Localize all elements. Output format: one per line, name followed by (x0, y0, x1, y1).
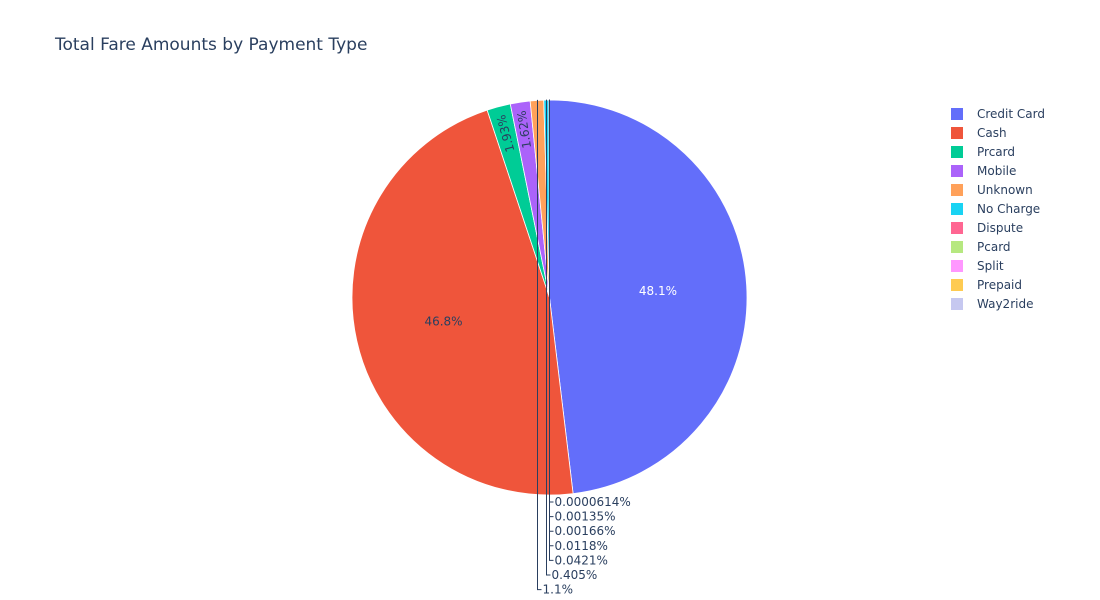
legend-item-split[interactable]: Split (951, 259, 1004, 273)
legend-label: Mobile (977, 164, 1016, 178)
legend-label: Prcard (977, 145, 1015, 159)
leader-line-dispute (549, 99, 554, 561)
legend-label: Cash (977, 126, 1007, 140)
legend-swatch (951, 127, 963, 139)
slice-label-pcard: 0.0118% (555, 539, 608, 553)
legend-swatch (951, 279, 963, 291)
legend-item-prcard[interactable]: Prcard (951, 145, 1015, 159)
legend-label: Pcard (977, 240, 1011, 254)
slice-label-way2ride: 0.0000614% (555, 495, 631, 509)
slice-label-mobile: 1.62% (515, 110, 535, 150)
legend-label: Prepaid (977, 278, 1022, 292)
legend: Credit Card Cash Prcard Mobile Unknown No Cha… (951, 107, 1045, 311)
legend-swatch (951, 184, 963, 196)
legend-swatch (951, 241, 963, 253)
legend-swatch (951, 222, 963, 234)
chart-title: Total Fare Amounts by Payment Type (54, 35, 367, 55)
leader-line-unknown (536, 99, 542, 591)
slice-label-credit-card: 48.1% (639, 284, 677, 298)
legend-item-credit-card[interactable]: Credit Card (951, 107, 1045, 121)
legend-swatch (951, 260, 963, 272)
legend-swatch (951, 165, 963, 177)
slice-cash[interactable] (351, 109, 574, 496)
legend-label: Unknown (977, 183, 1033, 197)
legend-swatch (951, 108, 963, 120)
slice-label-cash: 46.8% (424, 314, 462, 328)
slice-credit-card[interactable] (549, 99, 748, 495)
slice-label-dispute: 0.0421% (555, 553, 608, 567)
leader-line-no-charge (546, 99, 551, 576)
slice-label-split: 0.00166% (555, 524, 616, 538)
legend-label: No Charge (977, 202, 1040, 216)
legend-item-mobile[interactable]: Mobile (951, 164, 1016, 178)
legend-label: Dispute (977, 221, 1023, 235)
legend-swatch (951, 146, 963, 158)
legend-swatch (951, 203, 963, 215)
legend-item-dispute[interactable]: Dispute (951, 221, 1023, 235)
legend-item-unknown[interactable]: Unknown (951, 183, 1033, 197)
slice-label-no-charge: 0.405% (552, 568, 598, 582)
legend-item-prepaid[interactable]: Prepaid (951, 278, 1022, 292)
legend-label: Split (977, 259, 1004, 273)
outside-labels: 0.0000614%0.00135%0.00166%0.0118%0.0421%… (536, 99, 631, 597)
slice-label-unknown: 1.1% (543, 583, 574, 597)
legend-item-cash[interactable]: Cash (951, 126, 1007, 140)
legend-item-pcard[interactable]: Pcard (951, 240, 1011, 254)
legend-item-no-charge[interactable]: No Charge (951, 202, 1040, 216)
legend-item-way2ride[interactable]: Way2ride (951, 297, 1033, 311)
legend-label: Way2ride (977, 297, 1033, 311)
legend-label: Credit Card (977, 107, 1045, 121)
legend-swatch (951, 298, 963, 310)
slice-label-prepaid: 0.00135% (555, 510, 616, 524)
pie-slices (351, 99, 748, 496)
